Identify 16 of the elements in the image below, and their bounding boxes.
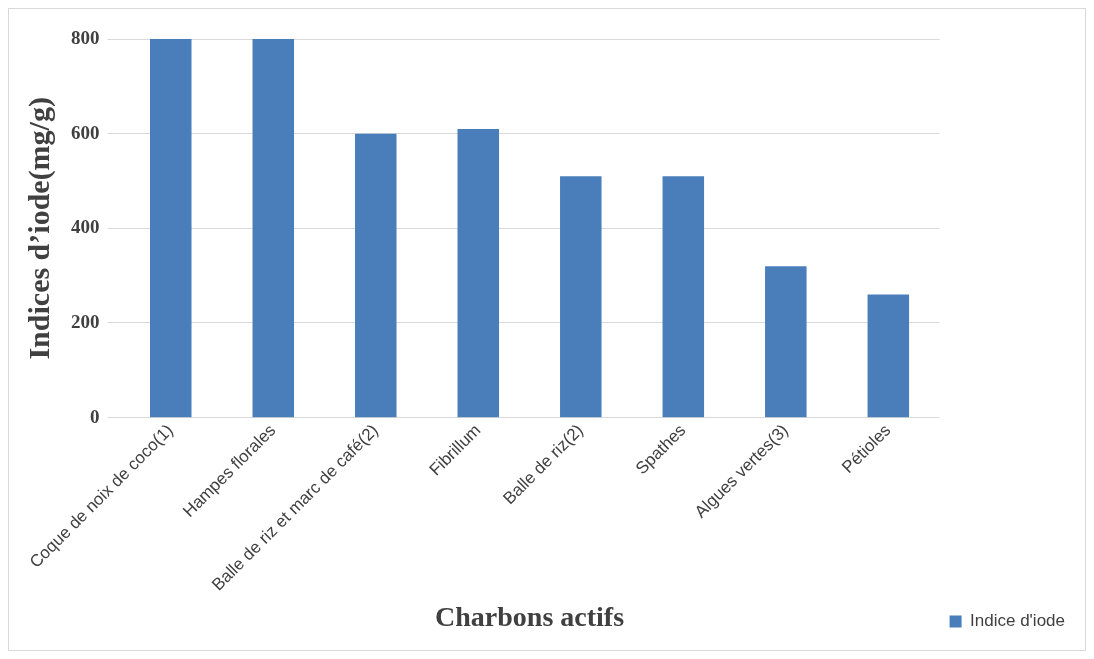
- bar: [355, 133, 397, 418]
- bar: [662, 176, 705, 418]
- x-axis-title: Charbons actifs: [435, 601, 625, 633]
- bar: [867, 294, 910, 418]
- bar: [457, 128, 500, 418]
- y-tick-label: 200: [71, 310, 100, 332]
- y-tick-label: 400: [71, 216, 100, 238]
- bar: [765, 266, 807, 418]
- y-tick-label: 0: [90, 405, 100, 427]
- bar: [560, 176, 602, 418]
- y-tick-label: 800: [71, 26, 100, 48]
- bar: [252, 39, 295, 418]
- bar: [150, 39, 192, 418]
- y-tick-label: 600: [71, 121, 100, 143]
- legend-label: Indice d'iode: [970, 611, 1066, 631]
- y-axis-title: Indices d’iode(mg/g): [21, 97, 56, 360]
